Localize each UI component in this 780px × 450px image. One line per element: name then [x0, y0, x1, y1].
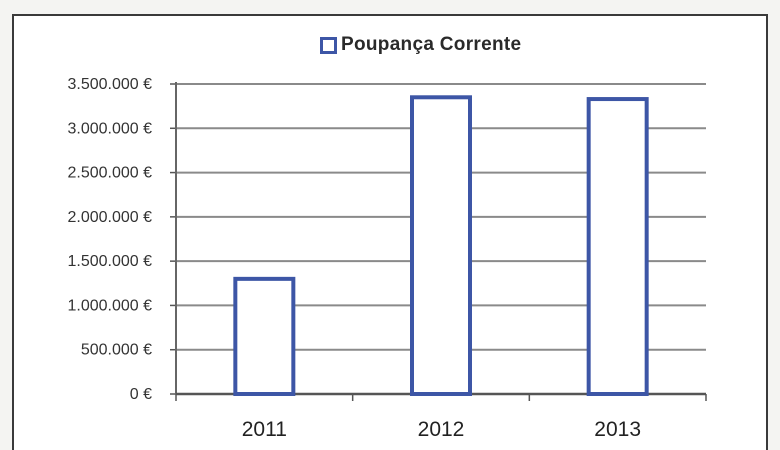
- x-tick-label: 2013: [594, 418, 641, 441]
- legend: Poupança Corrente: [320, 34, 521, 56]
- x-tick-label: 2011: [242, 418, 287, 441]
- legend-swatch: [320, 36, 337, 54]
- bar-2012: [410, 95, 472, 397]
- bar-2011: [233, 276, 296, 397]
- y-tick-label: 0 €: [130, 386, 152, 403]
- legend-label: Poupança Corrente: [341, 34, 522, 55]
- y-tick-label: 3.500.000 €: [67, 76, 152, 93]
- y-tick-label: 1.000.000 €: [67, 297, 152, 314]
- x-tick-label: 2012: [418, 418, 465, 441]
- y-tick-label: 2.500.000 €: [67, 165, 152, 182]
- y-tick-label: 1.500.000 €: [67, 253, 152, 270]
- y-tick-label: 2.000.000 €: [67, 209, 152, 226]
- y-tick-label: 500.000 €: [81, 342, 152, 359]
- y-tick-label: 3.000.000 €: [67, 120, 152, 137]
- bar-2013: [586, 97, 649, 397]
